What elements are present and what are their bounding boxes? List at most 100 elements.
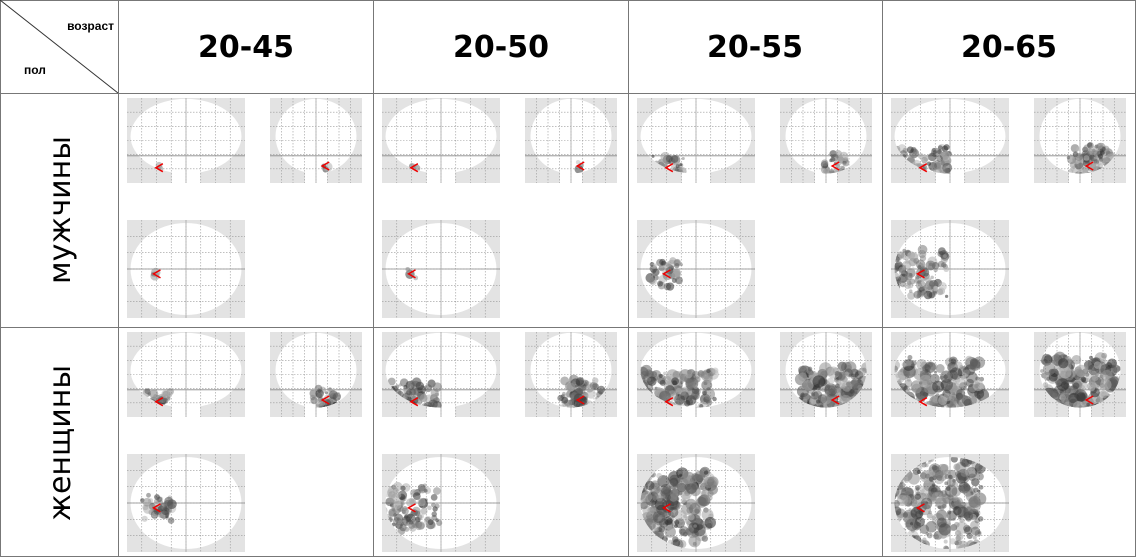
blob <box>571 394 575 398</box>
blob <box>1127 427 1134 434</box>
blob <box>401 502 405 506</box>
blob <box>1127 405 1138 416</box>
blob <box>866 420 870 424</box>
blob <box>880 469 886 475</box>
blob <box>854 425 859 430</box>
blob <box>909 433 918 442</box>
blob <box>663 372 666 375</box>
blob <box>908 251 916 259</box>
blob <box>885 456 889 460</box>
blob <box>1058 358 1068 368</box>
blob <box>622 419 625 422</box>
blob <box>563 418 569 424</box>
blob <box>802 420 812 430</box>
blob <box>868 423 874 429</box>
blob <box>936 364 945 373</box>
blob <box>811 425 819 433</box>
blob <box>871 531 877 537</box>
blob <box>974 435 985 446</box>
blob <box>1064 417 1076 429</box>
glass-brain-axial <box>127 220 245 318</box>
blob <box>938 417 950 429</box>
blob <box>432 511 437 516</box>
blob <box>888 439 892 443</box>
blob <box>704 470 708 474</box>
column-header: 20-65 <box>961 30 1057 65</box>
blob <box>885 434 891 440</box>
blob <box>875 407 887 419</box>
glass-brain-coronal <box>1034 332 1142 448</box>
blob <box>679 474 682 477</box>
blob <box>886 504 892 510</box>
blob <box>1129 391 1135 397</box>
blob <box>1127 407 1132 412</box>
blob <box>1103 434 1109 439</box>
blob <box>941 419 945 423</box>
blob <box>1098 183 1105 190</box>
blob <box>970 397 977 404</box>
blob <box>1116 429 1119 432</box>
blob <box>1108 416 1120 428</box>
blob <box>665 494 671 500</box>
blob <box>657 420 668 431</box>
blob <box>679 163 682 166</box>
blob <box>840 416 849 425</box>
blob <box>433 487 441 495</box>
blob <box>641 426 645 430</box>
blob <box>1054 416 1061 423</box>
blob <box>912 421 923 432</box>
blob <box>832 422 843 433</box>
blob <box>1079 436 1088 445</box>
blob <box>1118 427 1127 436</box>
blob <box>1109 433 1115 439</box>
blob <box>629 370 633 374</box>
blob <box>592 377 598 383</box>
blob <box>820 427 829 436</box>
blob <box>686 483 697 494</box>
blob <box>706 369 710 373</box>
blob <box>1123 424 1131 432</box>
blob <box>871 548 877 554</box>
blob <box>705 426 714 435</box>
blob <box>947 478 956 487</box>
blob <box>1087 416 1098 427</box>
blob <box>1067 424 1076 433</box>
blob <box>656 473 662 479</box>
blob <box>932 381 944 393</box>
blob <box>861 525 872 536</box>
blob <box>632 426 637 431</box>
blob <box>810 391 818 399</box>
blob <box>913 291 921 299</box>
blob <box>939 426 944 431</box>
blob <box>629 492 636 499</box>
blob <box>675 419 685 429</box>
blob <box>702 432 706 436</box>
blob <box>1076 440 1080 444</box>
blob <box>1133 417 1140 424</box>
blob <box>1089 433 1101 445</box>
blob <box>918 421 928 431</box>
blob <box>953 423 966 436</box>
blob <box>882 546 892 556</box>
blob <box>918 438 929 449</box>
blob <box>679 521 685 527</box>
blob <box>833 418 840 425</box>
blob <box>620 424 627 431</box>
blob <box>902 362 907 367</box>
blob <box>919 375 932 388</box>
blob <box>863 530 871 538</box>
blob <box>865 440 872 447</box>
blob <box>629 400 633 404</box>
blob <box>802 429 806 433</box>
blob <box>865 427 874 436</box>
blob <box>957 424 963 430</box>
blob <box>572 381 576 385</box>
blob <box>873 366 882 375</box>
blob <box>630 474 634 478</box>
blob <box>871 472 881 482</box>
blob <box>1111 416 1122 427</box>
blob <box>1052 422 1062 432</box>
blob <box>1041 421 1051 431</box>
blob <box>1115 420 1121 426</box>
blob <box>882 496 891 505</box>
